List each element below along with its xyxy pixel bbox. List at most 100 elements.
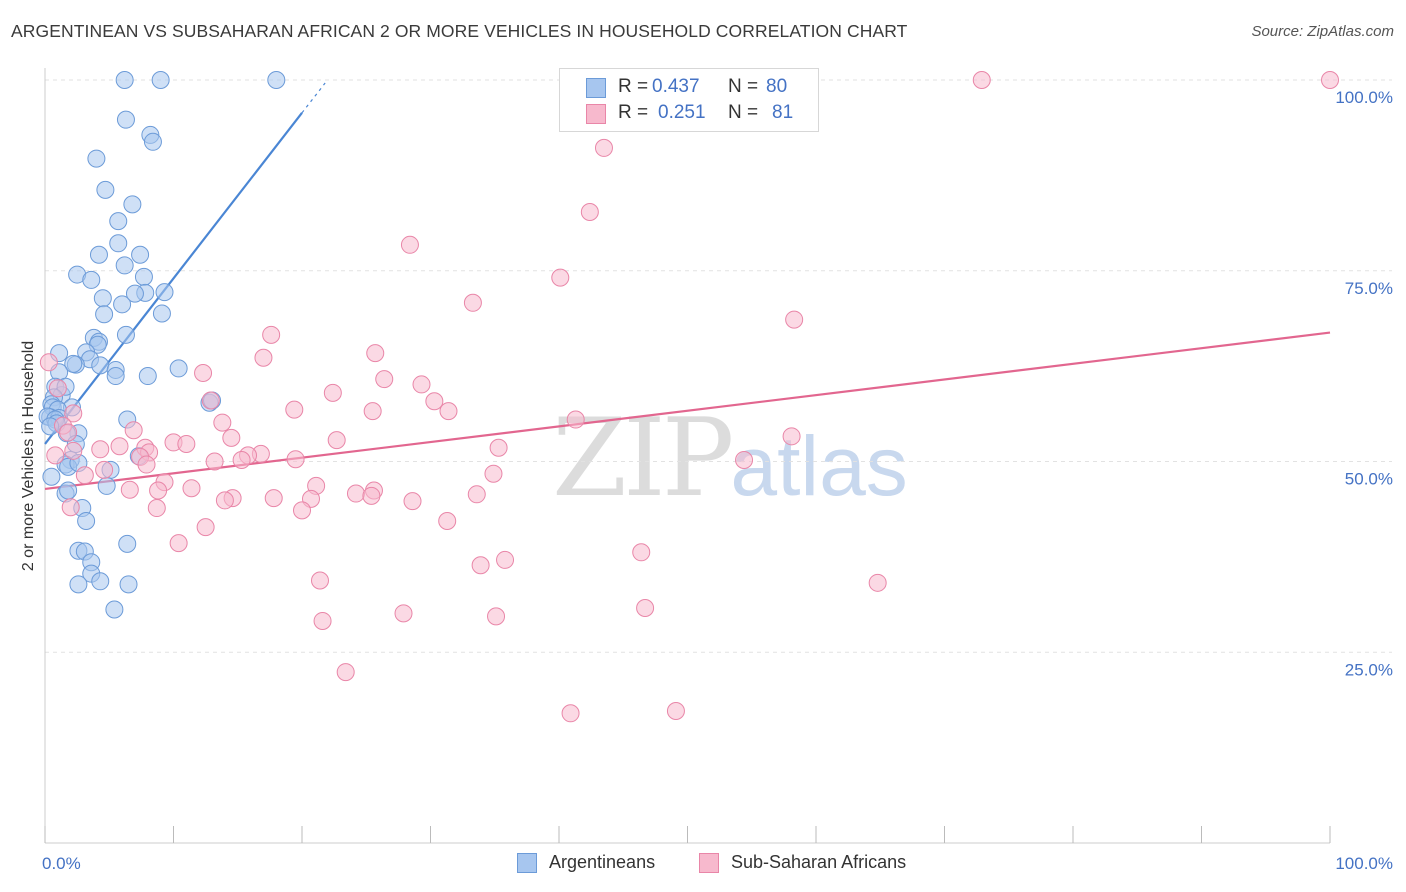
data-point — [64, 354, 83, 373]
data-point — [262, 325, 281, 344]
data-point — [1321, 71, 1339, 89]
data-point — [439, 402, 458, 421]
legend-r-label: R = — [618, 102, 649, 123]
data-point — [59, 423, 78, 442]
data-point — [138, 367, 157, 386]
data-point — [64, 404, 83, 423]
chart-title: ARGENTINEAN VS SUBSAHARAN AFRICAN 2 OR M… — [11, 21, 908, 41]
data-point — [394, 604, 413, 623]
data-point — [64, 441, 83, 460]
data-point — [496, 550, 515, 569]
data-point — [155, 283, 174, 302]
data-point — [93, 289, 112, 308]
data-point — [285, 400, 304, 419]
y-tick-label: 100.0% — [1335, 88, 1393, 107]
data-point — [632, 543, 651, 562]
data-point — [293, 501, 311, 520]
x-tick-label-max: 100.0% — [1335, 854, 1393, 873]
data-point — [471, 556, 490, 575]
data-point — [177, 434, 196, 453]
data-point — [412, 375, 431, 394]
data-point — [194, 363, 213, 382]
data-point — [375, 370, 394, 389]
data-point — [566, 410, 585, 429]
data-point — [561, 704, 580, 723]
data-point — [215, 491, 234, 510]
data-point — [310, 571, 329, 590]
data-point — [782, 427, 801, 446]
data-point — [152, 304, 171, 323]
data-point — [96, 180, 115, 199]
data-point — [363, 402, 382, 421]
bottom-legend-swatch-subsaharan — [699, 853, 719, 873]
bottom-legend-swatch-argentineans — [517, 853, 537, 873]
trend-line-argentineans-extension — [301, 82, 326, 114]
data-point — [115, 71, 134, 89]
data-point — [868, 573, 887, 592]
data-point — [95, 460, 114, 479]
legend-n-value: 80 — [766, 76, 788, 97]
data-point — [124, 421, 143, 440]
data-point — [143, 132, 162, 151]
data-point — [82, 270, 101, 289]
legend-swatch-argentineans — [586, 78, 606, 98]
axis-labels: 2 or more Vehicles in Household 25.0% 50.0… — [20, 88, 1393, 873]
data-point — [110, 437, 129, 456]
data-point — [131, 245, 150, 264]
data-point — [115, 256, 134, 275]
data-point — [484, 464, 503, 483]
data-point — [46, 446, 65, 465]
data-point — [61, 498, 80, 517]
axes — [44, 68, 1331, 844]
data-point — [666, 702, 685, 721]
bottom-legend-label: Sub-Saharan Africans — [731, 852, 907, 872]
data-point — [59, 481, 78, 500]
trend-line-argentineans — [44, 112, 303, 445]
legend-swatch-subsaharan — [586, 104, 606, 124]
data-points — [38, 71, 1339, 723]
data-point — [151, 71, 170, 89]
legend-r-label: R = — [618, 76, 649, 97]
correlation-legend: R = 0.437 N = 80 R = 0.251 N = 81 — [559, 68, 819, 132]
data-point — [489, 438, 508, 457]
trend-lines — [44, 82, 1331, 491]
y-tick-label: 25.0% — [1345, 660, 1393, 679]
data-point — [169, 534, 188, 553]
data-point — [972, 71, 991, 89]
data-point — [109, 234, 128, 253]
data-point — [487, 607, 506, 626]
y-axis-title: 2 or more Vehicles in Household — [20, 341, 37, 571]
data-point — [118, 534, 137, 553]
data-point — [196, 518, 215, 537]
data-point — [105, 600, 124, 619]
data-point — [201, 391, 220, 410]
data-point — [91, 440, 110, 459]
trend-line-subsaharan — [44, 331, 1331, 491]
data-point — [403, 492, 422, 511]
data-point — [113, 295, 132, 314]
data-point — [785, 310, 804, 329]
data-point — [125, 284, 144, 303]
data-point — [735, 450, 754, 469]
data-point — [87, 149, 106, 168]
x-tick-label-min: 0.0% — [42, 854, 81, 873]
data-point — [39, 353, 58, 372]
data-point — [48, 379, 67, 398]
data-point — [182, 479, 201, 498]
data-point — [222, 428, 241, 447]
legend-r-value: 0.437 — [652, 76, 700, 97]
data-point — [286, 450, 305, 469]
data-point — [116, 110, 135, 129]
data-point — [362, 486, 381, 505]
data-point — [169, 359, 188, 378]
data-point — [323, 383, 342, 402]
data-point — [267, 71, 286, 89]
data-point — [400, 235, 419, 254]
bottom-legend-label: Argentineans — [549, 852, 656, 872]
data-point — [91, 572, 110, 591]
data-point — [149, 481, 168, 500]
data-point — [438, 512, 457, 531]
data-point — [636, 598, 655, 617]
data-point — [116, 325, 135, 344]
data-point — [120, 480, 139, 499]
